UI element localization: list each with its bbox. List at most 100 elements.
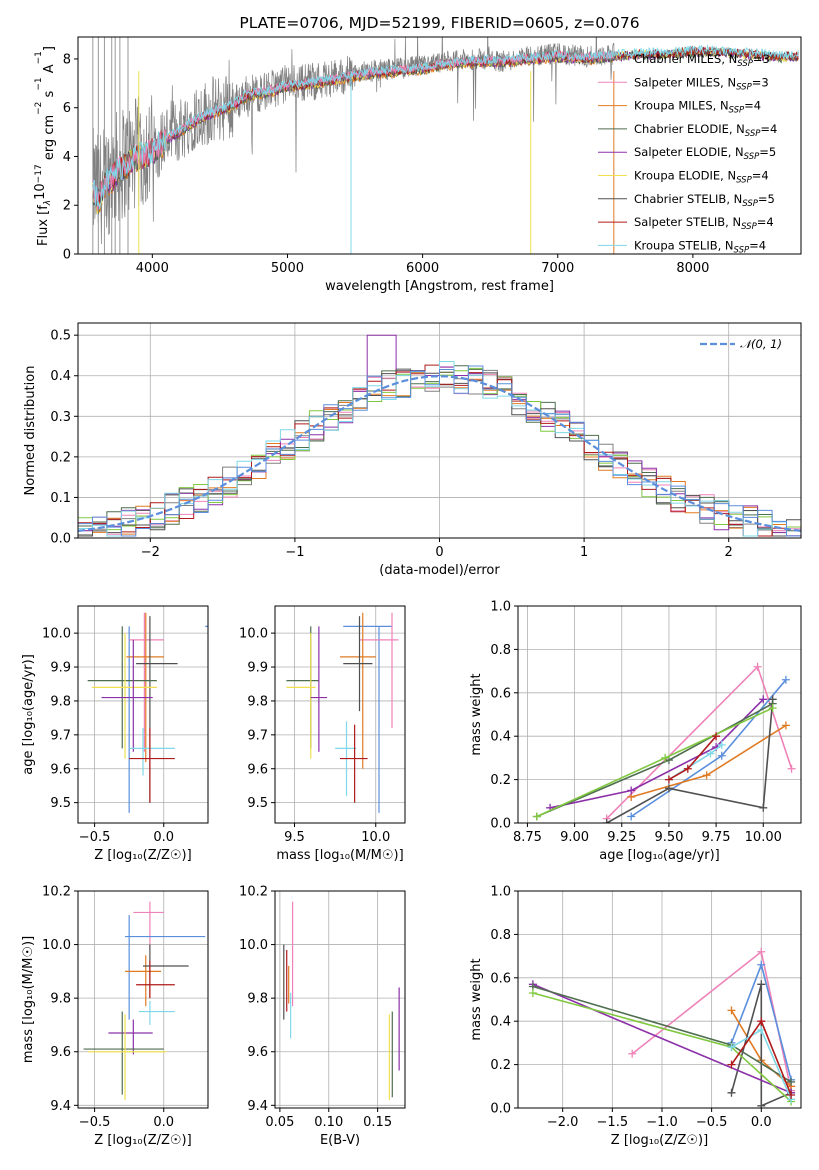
x-axis-label: Z [log₁₀(Z/Z☉)] — [611, 1133, 708, 1148]
legend-n: =4 — [752, 169, 769, 183]
x-tick-label: 8000 — [676, 261, 709, 276]
x-axis-label: Z [log₁₀(Z/Z☉)] — [94, 848, 191, 863]
y-tick-label: 9.8 — [247, 694, 268, 709]
y-tick-label: 0.6 — [490, 971, 511, 986]
y-tick-label: 0.5 — [50, 329, 71, 344]
weight-marker — [602, 819, 611, 823]
x-tick-label: 2 — [725, 545, 733, 560]
x-tick-label: 0 — [435, 545, 443, 560]
legend-label: Chabrier STELIB, N — [634, 192, 742, 206]
weight-marker — [683, 764, 692, 773]
y-tick-label: 0.4 — [50, 369, 71, 384]
x-axis-label: E(B-V) — [320, 1133, 360, 1148]
weight-marker — [727, 1088, 736, 1097]
x-tick-label: −0.5 — [696, 1115, 728, 1130]
y-label-part: 10 — [33, 183, 48, 200]
plot-area — [87, 612, 208, 813]
weight-marker — [759, 803, 768, 812]
y-label-part: erg cm — [42, 115, 57, 164]
y-tick-label: 8 — [63, 52, 71, 67]
weight-marker — [627, 786, 636, 795]
weight-marker — [712, 732, 721, 741]
weight-marker — [781, 675, 790, 684]
errorbar-point — [133, 901, 164, 950]
weight-marker — [787, 1077, 796, 1086]
y-label-part: λ — [43, 200, 53, 206]
x-axis-label: mass [log₁₀(M/M☉)] — [276, 848, 403, 863]
legend-entry: Salpeter STELIB, NSSP=4 — [634, 215, 774, 232]
legend-n: =4 — [749, 238, 766, 252]
legend-entry: Chabrier STELIB, NSSP=5 — [634, 192, 775, 209]
x-tick-label: 9.5 — [284, 830, 305, 845]
errorbar-point — [125, 955, 161, 1007]
errorbar-point — [87, 1014, 167, 1100]
legend-sub: SSP — [736, 176, 752, 186]
legend-label: Chabrier MILES, N — [634, 52, 737, 66]
weight-marker — [627, 812, 636, 821]
x-tick-label: 5000 — [271, 261, 304, 276]
plot-area — [78, 334, 801, 538]
y-tick-label: 0.0 — [490, 1102, 511, 1117]
errorbar-point — [343, 616, 373, 712]
x-tick-label: −0.5 — [79, 1115, 111, 1130]
weight-marker — [661, 753, 670, 762]
legend-sub: SSP — [734, 245, 750, 255]
legend-sub: SSP — [745, 129, 761, 139]
axes-frame — [77, 605, 209, 824]
x-tick-label: 0.0 — [751, 1115, 772, 1130]
y-tick-label: 9.9 — [50, 661, 71, 676]
y-label-part: −2 — [34, 102, 44, 115]
plot-area — [286, 612, 399, 813]
errorbar-point — [136, 960, 175, 999]
plot-area — [532, 662, 796, 823]
legend-n: =4 — [757, 215, 774, 229]
weight-marker — [664, 775, 673, 784]
axes-frame — [517, 605, 802, 824]
weight-marker — [781, 721, 790, 730]
weight-marker — [702, 771, 711, 780]
legend-n: =4 — [760, 122, 777, 136]
y-tick-label: 0.4 — [490, 730, 511, 745]
legend-sub: SSP — [741, 222, 757, 232]
legend-n: =3 — [752, 75, 769, 89]
weight-marker — [757, 960, 766, 969]
y-tick-label: 0 — [63, 248, 71, 263]
y-tick-label: 10.0 — [239, 627, 268, 642]
legend-label: Salpeter MILES, N — [634, 75, 736, 89]
y-tick-label: 10.0 — [239, 938, 268, 953]
y-tick-label: 9.6 — [247, 1045, 268, 1060]
y-tick-label: 10.0 — [42, 938, 71, 953]
legend-entry: Chabrier MILES, NSSP=3 — [634, 52, 770, 69]
plot-area — [92, 37, 799, 254]
legend-label: Salpeter STELIB, N — [634, 215, 741, 229]
axes-frame — [274, 890, 406, 1109]
weight-marker — [757, 947, 766, 956]
x-tick-label: 0.15 — [363, 1115, 392, 1130]
legend-entry: Salpeter ELODIE, NSSP=5 — [634, 145, 776, 162]
weight-marker — [727, 1006, 736, 1015]
y-tick-label: 9.5 — [50, 796, 71, 811]
errorbar-point — [125, 915, 206, 1020]
legend-sub: SSP — [744, 152, 760, 162]
y-tick-label: 0.1 — [50, 491, 71, 506]
grid — [275, 606, 405, 823]
x-axis-label: wavelength [Angstrom, rest frame] — [325, 279, 554, 294]
axes-frame — [274, 605, 406, 824]
legend-label: Salpeter ELODIE, N — [634, 145, 744, 159]
x-axis-label: (data-model)/error — [379, 563, 500, 578]
y-label-part: s — [42, 90, 57, 101]
errorbar-point — [286, 633, 316, 759]
legend-entry: Salpeter MILES, NSSP=3 — [634, 75, 769, 92]
y-tick-label: 9.9 — [247, 661, 268, 676]
weight-marker — [532, 812, 541, 821]
y-tick-label: 2 — [63, 199, 71, 214]
weight-marker — [787, 764, 796, 773]
legend-sub: SSP — [742, 199, 758, 209]
y-tick-label: 0.6 — [490, 686, 511, 701]
weight-marker — [717, 740, 726, 749]
legend-n: =5 — [759, 145, 776, 159]
y-axis-label: mass weight — [469, 673, 484, 755]
y-tick-label: 4 — [63, 150, 71, 165]
